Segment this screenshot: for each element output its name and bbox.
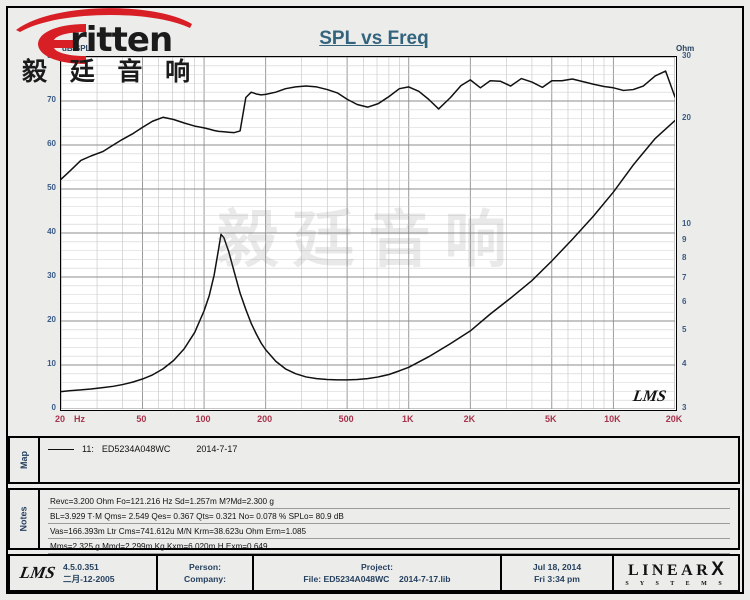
right-tick-5: 5 (682, 324, 687, 334)
map-band: Map 11: ED5234A048WC 2014-7-17 (8, 436, 740, 484)
chart-panel: SPL vs Freq dB SPL Ohm 毅廷音响 LMS 80 70 60 50… (8, 8, 740, 432)
x-tick-1K: 1K (401, 414, 414, 424)
footer-bar: LMS 4.5.0.351 二月-12-2005 Person: Company… (8, 554, 740, 592)
linearx-subtitle: S Y S T E M S (625, 580, 727, 587)
x-tick-2K: 2K (463, 414, 476, 424)
footer-file-line: File: ED5234A048WC 2014-7-17.lib (303, 573, 450, 585)
notes-side-label: Notes (10, 490, 40, 548)
plot-area[interactable]: 毅廷音响 LMS (60, 56, 677, 411)
footer-project-label: Project: (361, 562, 393, 572)
linearx-logo: LINEAR X S Y S T E M S (625, 560, 726, 587)
legend-date: 2014-7-17 (196, 444, 238, 454)
x-tick-5K: 5K (545, 414, 557, 424)
right-axis-unit: Ohm (676, 44, 695, 53)
legend-line-swatch (48, 448, 74, 450)
footer-date: Jul 18, 2014 (532, 562, 582, 572)
right-tick-8: 8 (682, 253, 687, 263)
x-tick-50: 50 (136, 414, 147, 424)
footer-version-text: 4.5.0.351 二月-12-2005 (63, 561, 115, 585)
x-tick-10K: 10K (604, 414, 621, 424)
left-tick-80: 80 (47, 51, 56, 60)
footer-project-cell: Project: File: ED5234A048WC 2014-7-17.li… (254, 556, 502, 590)
footer-time: Fri 3:34 pm (534, 574, 580, 584)
linearx-x: X (711, 558, 724, 580)
legend-label: ED5234A048WC (101, 444, 171, 454)
footer-version-cell: LMS 4.5.0.351 二月-12-2005 (10, 556, 158, 590)
map-side-label-text: Map (19, 451, 29, 469)
footer-person-cell: Person: Company: (158, 556, 254, 590)
right-tick-9: 9 (682, 235, 687, 245)
footer-vendor-cell: LINEAR X S Y S T E M S (614, 556, 738, 590)
left-tick-10: 10 (47, 359, 56, 368)
footer-file-name: 2014-7-17.lib (398, 574, 451, 584)
footer-build-date: 二月-12-2005 (62, 574, 115, 584)
note-line-3[interactable]: Vas=166.393m Ltr Cms=741.612u M/N Krm=38… (48, 526, 730, 539)
plot-canvas (61, 57, 675, 409)
right-tick-20: 20 (682, 112, 691, 122)
left-tick-40: 40 (47, 227, 56, 236)
footer-company-label: Company: (183, 574, 227, 584)
left-tick-20: 20 (47, 315, 56, 324)
left-tick-30: 30 (47, 271, 56, 280)
linearx-logo-top: LINEAR X (628, 560, 724, 579)
x-tick-100: 100 (195, 414, 211, 424)
left-tick-60: 60 (47, 139, 56, 148)
right-tick-4: 4 (682, 359, 687, 369)
note-line-4[interactable]: Mms=2.325 g Mmd=2.299m Kg Kxm=6.020m H E… (48, 541, 730, 554)
footer-date-cell: Jul 18, 2014 Fri 3:34 pm (502, 556, 614, 590)
notes-band: Notes Revc=3.200 Ohm Fo=121.216 Hz Sd=1.… (8, 488, 740, 554)
right-tick-7: 7 (682, 273, 687, 283)
right-tick-10: 10 (682, 218, 691, 228)
lms-logo: LMS (18, 563, 57, 582)
right-tick-3: 3 (682, 403, 687, 412)
note-line-2[interactable]: BL=3.929 T·M Qms= 2.549 Qes= 0.367 Qts= … (48, 511, 730, 524)
footer-version: 4.5.0.351 (62, 562, 99, 572)
x-tick-200: 200 (257, 414, 273, 424)
right-tick-30: 30 (682, 51, 691, 60)
linearx-word: LINEAR (628, 561, 712, 579)
x-tick-20: 20 (54, 414, 65, 424)
map-side-label: Map (10, 438, 40, 482)
left-tick-50: 50 (47, 183, 56, 192)
left-tick-0: 0 (51, 403, 56, 412)
notes-side-label-text: Notes (18, 506, 29, 532)
lms-corner-mark: LMS (631, 388, 668, 405)
footer-file-label: File: ED5234A048WC (303, 574, 390, 584)
left-tick-70: 70 (47, 95, 56, 104)
notes-body[interactable]: Revc=3.200 Ohm Fo=121.216 Hz Sd=1.257m M… (40, 490, 738, 554)
note-line-1[interactable]: Revc=3.200 Ohm Fo=121.216 Hz Sd=1.257m M… (48, 496, 730, 509)
x-tick-500: 500 (338, 414, 354, 424)
page-title: SPL vs Freq (319, 28, 429, 49)
legend-index: 11: (82, 444, 94, 454)
footer-person-label: Person: (189, 562, 221, 572)
map-body: 11: ED5234A048WC 2014-7-17 (40, 438, 738, 482)
right-tick-6: 6 (682, 297, 687, 307)
legend-item[interactable]: 11: ED5234A048WC 2014-7-17 (48, 444, 730, 454)
x-tick-20K: 20K (665, 414, 683, 424)
x-axis-unit: Hz (74, 414, 85, 424)
